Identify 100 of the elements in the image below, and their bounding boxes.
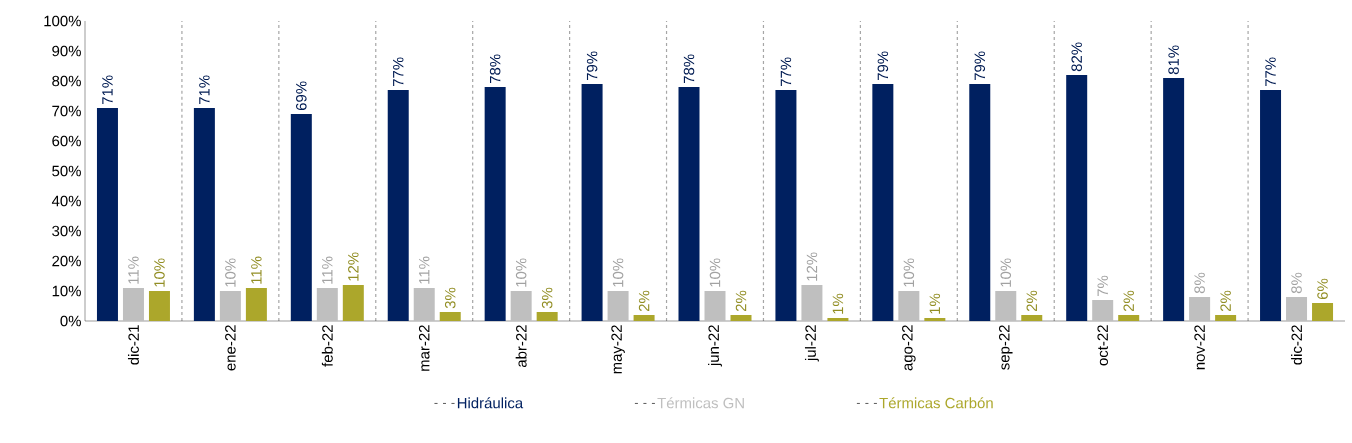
- bar: [413, 288, 435, 321]
- data-label: 3%: [444, 287, 456, 309]
- bar: [245, 288, 267, 321]
- data-label: 10%: [903, 258, 915, 287]
- data-label: 69%: [296, 81, 307, 111]
- data-label: 10%: [709, 258, 721, 287]
- x-tick-label: dic-21: [127, 325, 139, 365]
- x-tick-label: nov-22: [1194, 325, 1205, 370]
- data-label: 71%: [102, 75, 113, 105]
- text: Hidráulica: [457, 397, 524, 409]
- data-label: 77%: [393, 57, 404, 87]
- bar: [775, 90, 797, 321]
- data-label: 79%: [974, 51, 986, 81]
- data-label: 12%: [806, 252, 818, 281]
- data-label: 11%: [419, 256, 430, 284]
- y-tick-label: 10%: [52, 285, 81, 297]
- data-label: 2%: [1123, 290, 1134, 312]
- y-tick-label: 30%: [52, 225, 81, 237]
- bar: [1286, 297, 1308, 321]
- data-label: 8%: [1291, 272, 1302, 294]
- data-label: 77%: [1265, 57, 1276, 87]
- bar: [1118, 315, 1140, 321]
- bar: [581, 84, 603, 321]
- x-tick-label: oct-22: [1097, 325, 1108, 366]
- data-label: 2%: [1026, 290, 1038, 312]
- x-tick-label: feb-22: [321, 325, 333, 367]
- x-tick-label: jun-22: [708, 325, 722, 367]
- x-tick-label: sep-22: [999, 325, 1013, 370]
- y-tick-label: 60%: [52, 135, 81, 147]
- y-tick-label: 70%: [52, 105, 81, 117]
- data-label: 6%: [1317, 278, 1328, 300]
- x-tick-label: dic-22: [1291, 325, 1303, 365]
- bar: [1189, 297, 1211, 321]
- data-label: 1%: [832, 293, 844, 314]
- data-label: 71%: [199, 75, 210, 105]
- bar: [1066, 75, 1088, 321]
- data-label: 2%: [735, 290, 747, 312]
- bar: [801, 285, 823, 321]
- bar: [193, 108, 215, 321]
- bar: [704, 291, 726, 321]
- bar: [678, 87, 700, 321]
- data-label: 2%: [1220, 290, 1231, 312]
- bar: [633, 315, 655, 321]
- bar: [1163, 78, 1185, 321]
- bar: [219, 291, 241, 321]
- data-label: 10%: [225, 258, 236, 287]
- y-tick-label: 80%: [52, 75, 81, 87]
- bar: [1312, 303, 1334, 321]
- data-label: 10%: [1000, 258, 1012, 287]
- y-tick-label: 50%: [52, 165, 81, 177]
- data-label: 78%: [683, 54, 695, 84]
- data-label: 79%: [877, 51, 889, 81]
- data-label: 81%: [1168, 45, 1179, 75]
- bar: [510, 291, 532, 321]
- bar: [387, 90, 409, 321]
- data-label: 82%: [1071, 42, 1082, 72]
- bar: [1260, 90, 1282, 321]
- data-label: 10%: [612, 258, 624, 287]
- data-label: 78%: [489, 54, 501, 84]
- data-label: 11%: [322, 256, 333, 284]
- x-tick-label: ago-22: [902, 325, 916, 371]
- data-label: 10%: [154, 258, 165, 287]
- bar: [1215, 315, 1237, 321]
- bar: [290, 114, 312, 321]
- bar: [607, 291, 629, 321]
- y-tick-label: 90%: [52, 45, 81, 57]
- x-tick-label: mar-22: [418, 325, 430, 371]
- data-label: 7%: [1097, 275, 1108, 297]
- x-tick-label: jul-22: [804, 325, 819, 362]
- x-tick-label: ene-22: [225, 325, 236, 371]
- y-tick-label: 0%: [60, 315, 81, 327]
- data-label: 12%: [348, 252, 359, 281]
- bar: [995, 291, 1017, 321]
- y-tick-label: 40%: [51, 195, 81, 207]
- bar: [316, 288, 338, 321]
- text: Térmicas Carbón: [879, 397, 993, 409]
- bar: [439, 312, 461, 321]
- bar: [872, 84, 894, 321]
- data-label: 2%: [638, 290, 650, 312]
- bar: [96, 108, 118, 321]
- bar: [122, 288, 144, 321]
- y-tick-label: 20%: [52, 255, 81, 267]
- data-label: 79%: [586, 51, 598, 81]
- bar: [342, 285, 364, 321]
- bar: [898, 291, 920, 321]
- bar: [1021, 315, 1043, 321]
- bar: [536, 312, 558, 321]
- data-label: 8%: [1194, 272, 1205, 294]
- data-label: 11%: [128, 256, 139, 284]
- bar: [730, 315, 752, 321]
- bar: [969, 84, 991, 321]
- y-tick-label: 100%: [44, 15, 81, 27]
- bar: [924, 318, 946, 321]
- bar: [148, 291, 170, 321]
- text: Térmicas GN: [657, 397, 744, 409]
- bar: [827, 318, 849, 321]
- data-label: 11%: [251, 256, 262, 284]
- data-label: 77%: [780, 57, 792, 87]
- data-label: 3%: [541, 287, 553, 309]
- data-label: 10%: [515, 258, 527, 287]
